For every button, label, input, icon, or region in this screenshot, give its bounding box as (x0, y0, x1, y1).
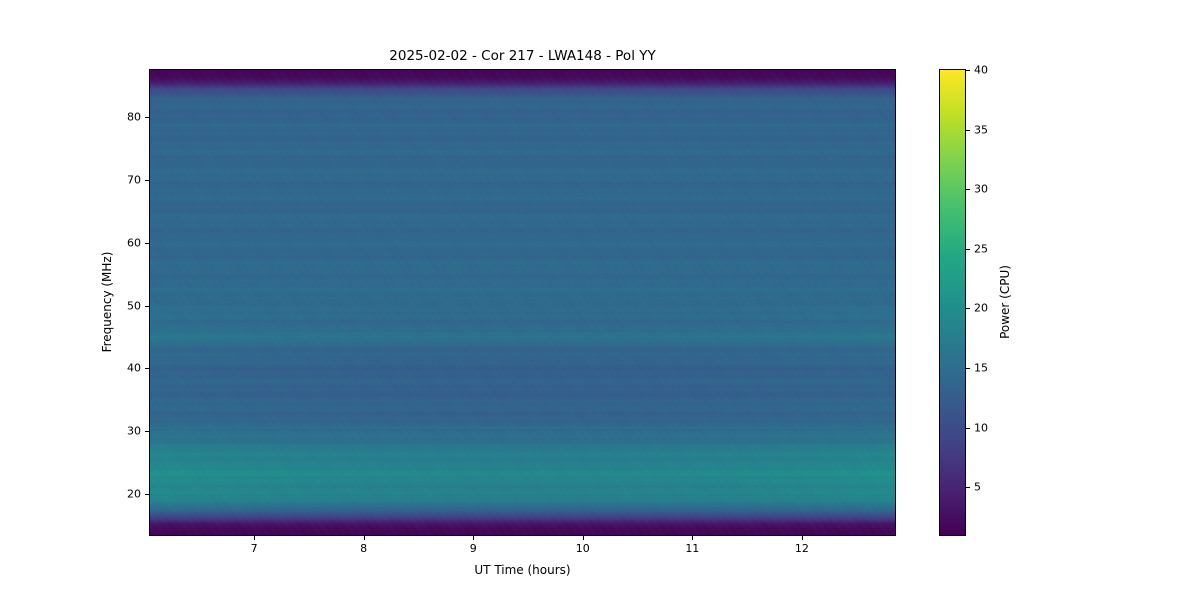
x-tick-label: 10 (575, 542, 590, 555)
x-tick-mark (363, 536, 365, 540)
x-tick-label: 11 (685, 542, 700, 555)
x-tick-label: 8 (360, 542, 368, 555)
colorbar-tick-mark (966, 189, 970, 191)
colorbar-tick-mark (966, 427, 970, 429)
x-tick-mark (692, 536, 694, 540)
colorbar-label: Power (CPU) (998, 265, 1012, 339)
y-tick-mark (145, 494, 149, 496)
colorbar-frame (939, 69, 966, 536)
colorbar-tick-mark (966, 248, 970, 250)
y-tick-label: 20 (127, 487, 141, 501)
x-tick-label: 9 (469, 542, 477, 555)
y-tick-label: 50 (127, 299, 141, 313)
x-tick-mark (801, 536, 803, 540)
x-tick-label: 7 (250, 542, 258, 555)
y-axis-label: Frequency (MHz) (100, 251, 114, 353)
x-axis-label: UT Time (hours) (474, 563, 571, 577)
x-tick-mark (473, 536, 475, 540)
y-tick-mark (145, 179, 149, 181)
colorbar-tick-mark (966, 368, 970, 370)
plot-frame (149, 69, 896, 536)
y-tick-label: 70 (127, 173, 141, 187)
colorbar-tick-label: 20 (974, 301, 988, 315)
y-tick-label: 40 (127, 361, 141, 375)
y-tick-mark (145, 242, 149, 244)
y-tick-label: 60 (127, 236, 141, 250)
y-tick-mark (145, 431, 149, 433)
colorbar-tick-label: 15 (974, 361, 988, 375)
colorbar-canvas (940, 70, 965, 535)
y-tick-mark (145, 305, 149, 307)
colorbar-tick-mark (966, 70, 970, 71)
colorbar-tick-label: 10 (974, 421, 988, 435)
y-tick-label: 80 (127, 110, 141, 124)
colorbar-tick-mark (966, 487, 970, 489)
y-tick-mark (145, 117, 149, 119)
plot-title: 2025-02-02 - Cor 217 - LWA148 - Pol YY (389, 48, 656, 64)
heatmap-canvas (150, 70, 895, 535)
colorbar-tick-label: 35 (974, 123, 988, 137)
colorbar-tick-label: 30 (974, 182, 988, 196)
y-tick-mark (145, 368, 149, 370)
x-tick-mark (254, 536, 256, 540)
colorbar-tick-label: 25 (974, 242, 988, 256)
colorbar-tick-mark (966, 308, 970, 310)
x-tick-mark (582, 536, 584, 540)
x-tick-label: 12 (794, 542, 809, 555)
colorbar-tick-label: 5 (974, 480, 981, 494)
colorbar-tick-label: 40 (974, 63, 988, 77)
colorbar-tick-mark (966, 129, 970, 131)
y-tick-label: 30 (127, 424, 141, 438)
